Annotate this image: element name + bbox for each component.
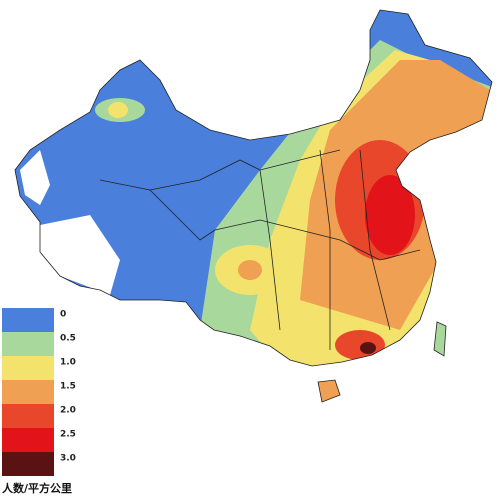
legend-label: 2.5 [60, 430, 76, 440]
legend-swatch [2, 380, 54, 404]
legend-swatch [2, 308, 54, 332]
legend-label: 2.0 [60, 406, 76, 416]
legend-label: 1.5 [60, 382, 76, 392]
legend-swatch [2, 452, 54, 476]
legend: 0 0.5 1.0 1.5 2.0 2.5 3.0 [2, 308, 76, 476]
legend-swatch [2, 356, 54, 380]
legend-swatch [2, 428, 54, 452]
legend-swatch [2, 404, 54, 428]
legend-label: 3.0 [60, 454, 76, 464]
legend-label: 1.0 [60, 358, 76, 368]
legend-swatch [2, 332, 54, 356]
legend-label: 0.5 [60, 334, 76, 344]
legend-caption: 人数/平方公里 [2, 481, 72, 495]
legend-label: 0 [60, 310, 66, 320]
